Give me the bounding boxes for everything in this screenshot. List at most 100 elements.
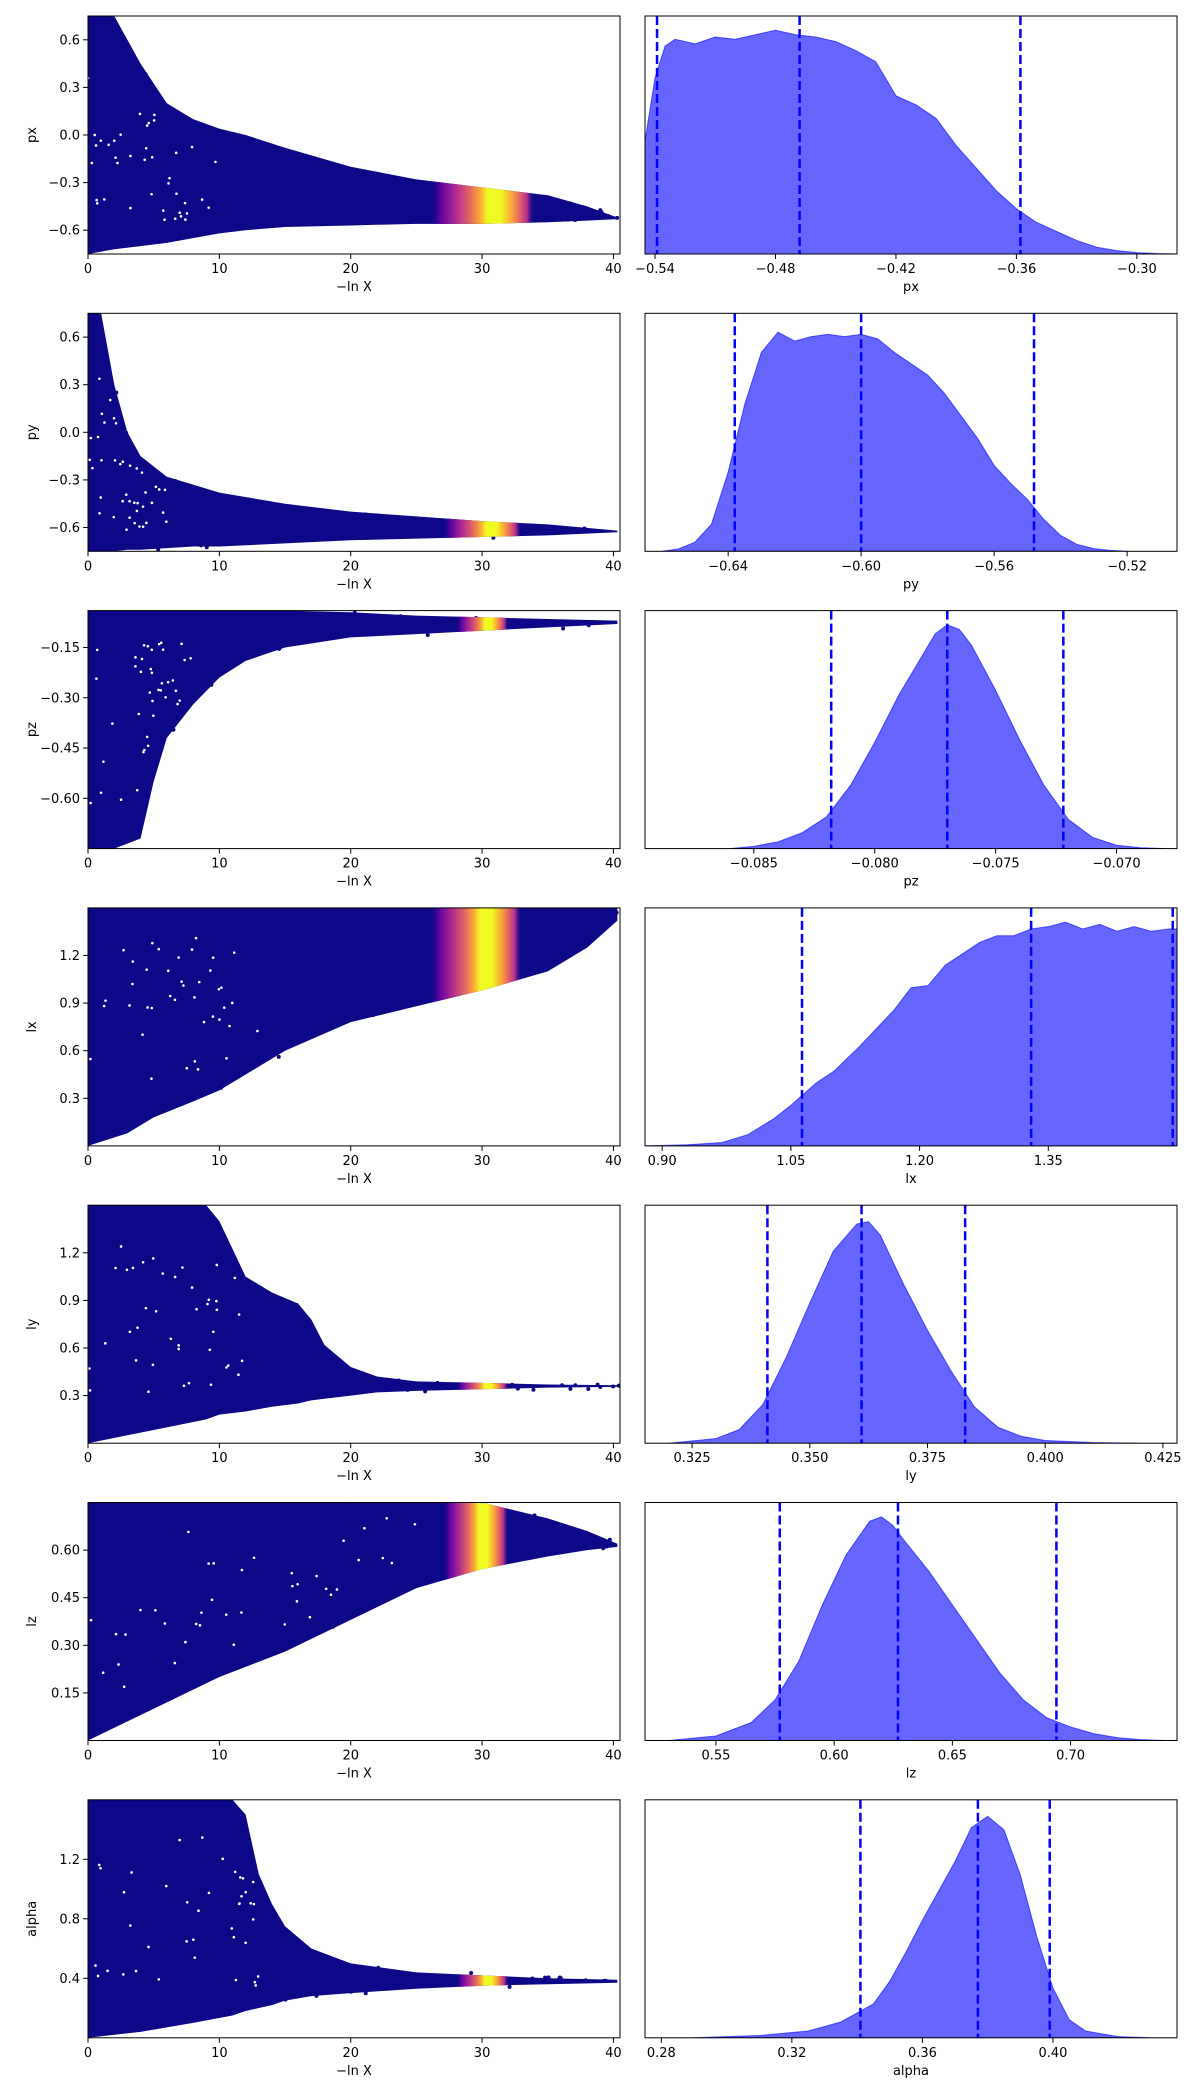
sample-point [114, 497, 119, 502]
sample-gap [190, 948, 194, 951]
sample-point [195, 657, 200, 662]
x-axis-label: −ln X [336, 875, 372, 890]
sample-point [262, 1051, 267, 1056]
sample-point [174, 717, 179, 722]
sample-gap [103, 421, 106, 424]
sample-point [362, 1561, 367, 1566]
x-tick-label: 30 [474, 857, 491, 872]
y-tick-label: 0.3 [59, 378, 80, 393]
x-tick-label: 20 [342, 559, 359, 574]
sample-point [514, 1978, 519, 1983]
sample-gap [100, 459, 103, 462]
sample-point [138, 1687, 143, 1692]
sample-point [541, 527, 546, 532]
sample-point [594, 213, 599, 218]
sample-gap [116, 161, 119, 165]
samples-cloud [88, 610, 618, 849]
sample-point [315, 1389, 320, 1394]
sample-point [327, 1364, 332, 1369]
sample-gap [144, 146, 148, 150]
x-tick-label: 0.55 [701, 1749, 730, 1764]
sample-point [218, 627, 223, 632]
sample-gap [177, 1344, 180, 1347]
density-area [668, 1502, 1166, 1741]
sample-point [431, 518, 436, 523]
sample-point [235, 1355, 240, 1360]
sample-gap [185, 1940, 188, 1943]
sample-gap [131, 982, 134, 986]
sample-point [130, 480, 135, 485]
x-tick-label: 20 [342, 2046, 359, 2061]
sample-gap [177, 1347, 180, 1351]
sample-gap [215, 1299, 218, 1303]
sample-gap [114, 422, 118, 425]
sample-gap [129, 1924, 132, 1927]
sample-point [366, 627, 371, 632]
x-tick-label: 40 [605, 1154, 622, 1169]
sample-point [203, 223, 208, 228]
sample-point [142, 792, 147, 797]
sample-point [88, 770, 91, 775]
x-tick-label: −0.30 [1117, 262, 1157, 277]
sample-point [359, 1528, 364, 1533]
sample-point [108, 1589, 113, 1594]
sample-point [530, 1976, 535, 1981]
sample-point [604, 915, 609, 920]
sample-point [616, 1383, 620, 1388]
sample-gap [148, 691, 152, 694]
posterior-density [661, 331, 1128, 552]
sample-point [265, 622, 270, 627]
sample-point [174, 169, 179, 174]
posterior-density [668, 1516, 1166, 1741]
sample-point [391, 530, 396, 535]
sample-gap [165, 520, 168, 523]
sample-gap [114, 1632, 118, 1636]
sample-point [198, 1531, 203, 1536]
sample-point [253, 1060, 258, 1065]
sample-gap [196, 1068, 200, 1071]
sample-point [202, 620, 207, 625]
sample-point [301, 1384, 306, 1389]
y-tick-label: 0.0 [59, 426, 80, 441]
sample-point [100, 1589, 105, 1594]
y-tick-label: 0.3 [59, 81, 80, 96]
y-axis-label: ly [25, 1318, 40, 1330]
sample-gap [194, 936, 198, 940]
sample-gap [163, 1622, 167, 1625]
sample-point [549, 1978, 554, 1983]
sample-point [321, 1542, 326, 1547]
y-tick-label: 0.9 [59, 997, 80, 1012]
samples-cloud [88, 907, 618, 1146]
y-tick-label: 0.6 [59, 1342, 80, 1357]
sample-gap [128, 464, 132, 467]
sample-gap [175, 192, 178, 196]
x-tick-label: −0.60 [841, 559, 881, 574]
sample-gap [171, 679, 175, 682]
sample-gap [335, 1588, 339, 1591]
sample-gap [234, 1978, 238, 1982]
sample-point [163, 697, 168, 702]
sample-point [244, 1977, 249, 1982]
sample-point [420, 621, 425, 626]
sample-gap [197, 1909, 200, 1913]
sample-gap [138, 525, 141, 528]
density-area [729, 610, 1165, 849]
axes-frame [644, 1799, 1178, 2039]
samples-cloud [88, 1502, 618, 1741]
sample-gap [152, 119, 156, 122]
sample-gap [157, 688, 160, 692]
sample-gap [119, 133, 122, 136]
sample-point [164, 732, 169, 737]
sample-gap [240, 1611, 243, 1614]
sample-point [330, 526, 335, 531]
sample-gap [136, 1326, 139, 1329]
sample-point [91, 783, 96, 788]
sample-gap [240, 1894, 243, 1898]
sample-gap [134, 656, 137, 659]
sample-gap [95, 648, 99, 652]
sample-point [257, 1373, 262, 1378]
axes-frame [644, 1204, 1178, 1444]
sample-point [117, 1209, 122, 1214]
sample-gap [237, 1313, 241, 1316]
posterior-panel-pz: −0.085 −0.080 −0.075 −0.070 pz [644, 610, 1178, 890]
